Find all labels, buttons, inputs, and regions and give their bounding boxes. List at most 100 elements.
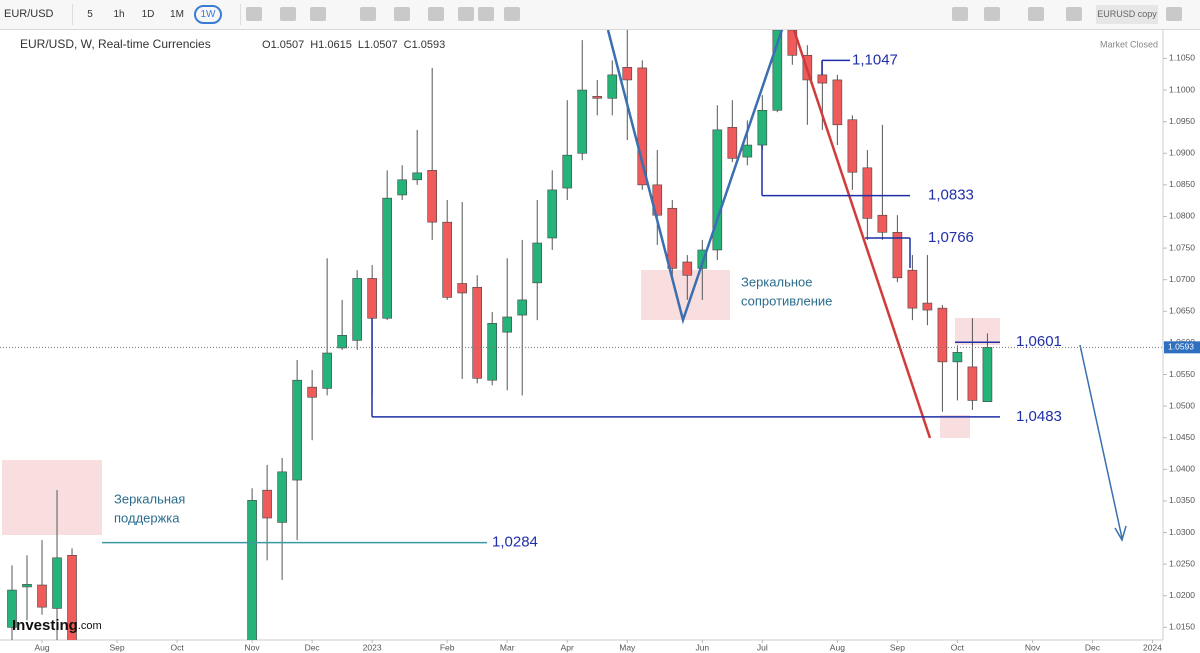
candle-body xyxy=(727,127,738,159)
separator xyxy=(240,4,241,25)
candle-body xyxy=(292,379,302,481)
candle-body xyxy=(457,283,467,294)
x-tick-label: Dec xyxy=(305,642,321,652)
interval-button[interactable]: 5 xyxy=(87,9,93,20)
candle-body xyxy=(817,74,828,84)
candle-body xyxy=(832,79,843,126)
y-tick-label: 1.0700 xyxy=(1169,274,1195,284)
undo-icon[interactable] xyxy=(458,7,474,21)
x-tick-label: Aug xyxy=(830,642,845,652)
ohlc-key: O xyxy=(262,39,271,51)
candle-body xyxy=(472,286,483,379)
y-tick-label: 1.0150 xyxy=(1169,622,1195,632)
x-tick-label: Mar xyxy=(500,642,515,652)
y-tick-label: 1.0450 xyxy=(1169,432,1195,442)
x-tick-label: Oct xyxy=(170,642,184,652)
x-tick-label: Jun xyxy=(695,642,709,652)
x-tick-label: Dec xyxy=(1085,642,1101,652)
y-tick-label: 1.0950 xyxy=(1169,116,1195,126)
candle-body xyxy=(427,170,437,223)
candle-body xyxy=(937,307,948,363)
alert-icon[interactable] xyxy=(504,7,520,21)
layout-name[interactable]: EURUSD copy xyxy=(1096,5,1158,24)
y-tick-label: 1.0400 xyxy=(1169,464,1195,474)
ohlc-key: C xyxy=(404,39,412,51)
y-tick-label: 1.0850 xyxy=(1169,179,1195,189)
last-price-tag xyxy=(1164,341,1200,354)
candle-body xyxy=(952,352,963,363)
candle-body xyxy=(607,74,618,99)
candle-body xyxy=(697,249,708,269)
arrow-head xyxy=(1114,525,1127,542)
scale-icon[interactable] xyxy=(428,7,444,21)
level-label: 1,0284 xyxy=(492,534,538,551)
x-tick-label: Apr xyxy=(561,642,574,652)
candle-body xyxy=(487,323,498,381)
interval-button[interactable]: 1M xyxy=(170,9,184,20)
y-tick-label: 1.0550 xyxy=(1169,369,1195,379)
candle-body xyxy=(967,366,978,401)
candle-body xyxy=(22,584,32,588)
y-tick-label: 1.0350 xyxy=(1169,495,1195,505)
logo-name: Investing xyxy=(12,617,78,634)
candle-body xyxy=(352,278,362,341)
candle-body xyxy=(382,197,392,319)
candle-body xyxy=(442,221,452,298)
symbol-box[interactable]: EUR/USD xyxy=(4,8,54,20)
ohlc-key: H xyxy=(310,39,318,51)
candle-body xyxy=(877,214,888,233)
legend-title: EUR/USD, W, Real-time Currencies xyxy=(20,37,211,51)
interval-button[interactable]: 1W xyxy=(194,5,222,24)
annotation-text: Зеркальная xyxy=(114,491,185,506)
x-tick-label: Nov xyxy=(1025,642,1041,652)
redo-icon[interactable] xyxy=(478,7,494,21)
candle-body xyxy=(52,557,62,609)
annotation-text: сопротивление xyxy=(741,293,832,308)
y-tick-label: 1.0650 xyxy=(1169,306,1195,316)
candle-body xyxy=(262,489,272,519)
zone xyxy=(940,415,970,438)
y-tick-label: 1.0250 xyxy=(1169,558,1195,568)
candle-body xyxy=(907,269,918,309)
compare-icon[interactable] xyxy=(394,7,410,21)
candle-body xyxy=(922,302,933,311)
tool-icon[interactable] xyxy=(310,7,326,21)
camera-icon[interactable] xyxy=(952,7,968,21)
x-tick-label: Jul xyxy=(757,642,768,652)
ohlc-value: 1.0615 xyxy=(318,39,352,51)
x-tick-label: Feb xyxy=(440,642,455,652)
save-icon[interactable] xyxy=(1066,7,1082,21)
indicator-icon[interactable] xyxy=(280,7,296,21)
level-label: 1,0483 xyxy=(1016,408,1062,425)
candle-body xyxy=(772,30,783,111)
y-tick-label: 1.0300 xyxy=(1169,527,1195,537)
last-price-label: 1.0593 xyxy=(1168,342,1194,352)
candle-body xyxy=(37,584,47,608)
level-label: 1,1047 xyxy=(852,51,898,68)
candle-body xyxy=(667,207,678,269)
settings-icon[interactable] xyxy=(360,7,376,21)
candle-body xyxy=(277,471,287,523)
toolbar: EUR/USD 5 1h 1D 1M 1W EURUSD copy xyxy=(0,0,1200,30)
y-tick-label: 1.0500 xyxy=(1169,400,1195,410)
candle-type-icon[interactable] xyxy=(246,7,262,21)
candle-body xyxy=(757,109,768,146)
annotation-text: Зеркальное xyxy=(741,274,813,289)
candle-body xyxy=(637,67,648,186)
trend-line xyxy=(792,30,932,439)
candle-body xyxy=(742,144,753,158)
fullscreen-icon[interactable] xyxy=(1166,7,1182,21)
interval-button[interactable]: 1h xyxy=(113,9,125,20)
x-tick-label: 2023 xyxy=(363,642,382,652)
candle-body xyxy=(892,231,903,279)
level-label: 1,0833 xyxy=(928,187,974,204)
x-tick-label: Sep xyxy=(109,642,124,652)
candle-body xyxy=(412,172,422,181)
cloud-icon[interactable] xyxy=(1028,7,1044,21)
ohlc-value: 1.0507 xyxy=(271,39,305,51)
interval-button[interactable]: 1D xyxy=(141,9,155,20)
layout-icon[interactable] xyxy=(984,7,1000,21)
candle-body xyxy=(787,30,798,56)
